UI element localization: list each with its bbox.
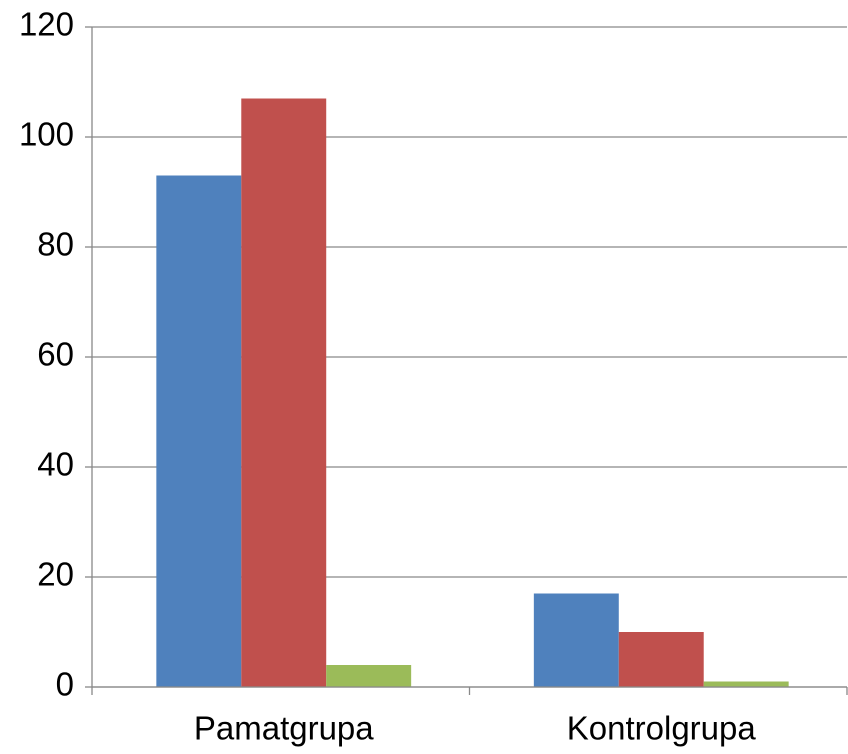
bar xyxy=(618,632,704,687)
bar xyxy=(326,665,412,687)
y-tick-label: 120 xyxy=(19,6,74,43)
y-tick-label: 20 xyxy=(37,556,74,593)
bar xyxy=(241,98,327,687)
bar xyxy=(703,681,789,687)
y-tick-label: 0 xyxy=(56,666,74,703)
y-tick-label: 100 xyxy=(19,116,74,153)
y-tick-label: 80 xyxy=(37,226,74,263)
y-tick-label: 40 xyxy=(37,446,74,483)
y-tick-label: 60 xyxy=(37,336,74,373)
x-tick-label: Pamatgrupa xyxy=(194,710,374,747)
bar xyxy=(156,175,242,687)
bar xyxy=(533,593,619,687)
x-tick-label: Kontrolgrupa xyxy=(567,710,757,747)
